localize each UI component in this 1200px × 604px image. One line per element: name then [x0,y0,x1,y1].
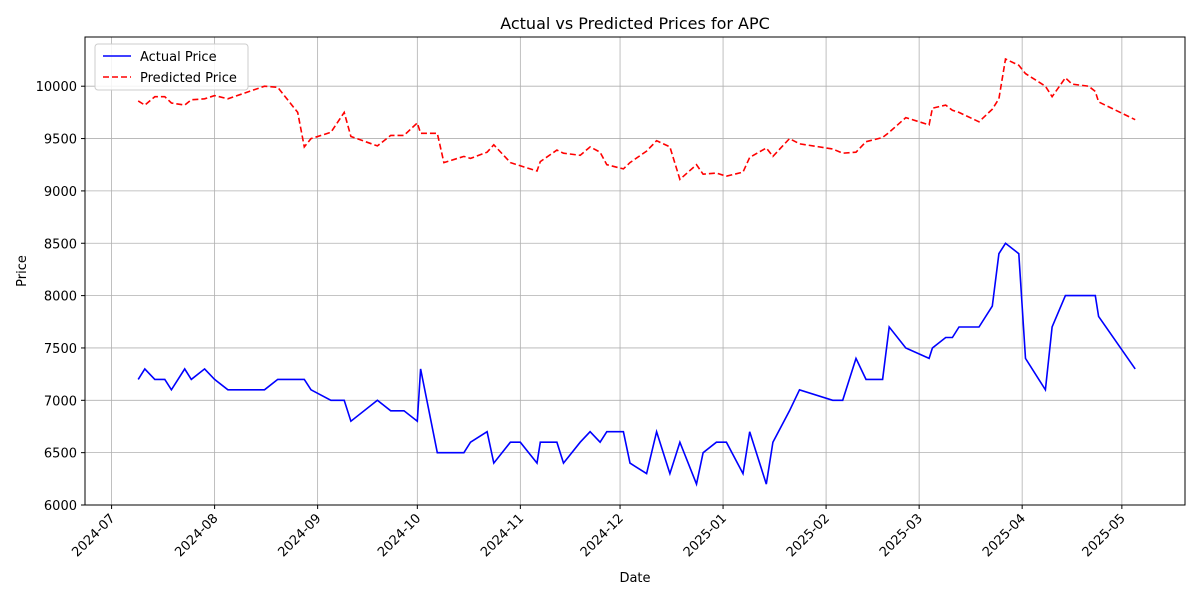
y-tick-label: 9000 [44,185,77,200]
y-tick-label: 9500 [44,133,77,148]
legend-label: Predicted Price [140,71,237,86]
y-tick-label: 7000 [44,394,77,409]
x-tick-label: 2024-07 [69,511,118,560]
x-tick-label: 2024-10 [375,511,424,560]
legend-label: Actual Price [140,50,217,65]
x-tick-label: 2025-02 [784,511,833,560]
y-tick-label: 7500 [44,342,77,357]
series-line [137,242,1136,487]
y-tick-label: 8500 [44,237,77,252]
chart-title: Actual vs Predicted Prices for APC [500,14,770,33]
y-tick-label: 8000 [44,290,77,305]
x-tick-label: 2025-01 [681,511,730,560]
y-tick-label: 6000 [44,499,77,514]
y-tick-label: 6500 [44,447,77,462]
x-tick-label: 2024-08 [172,511,221,560]
x-axis-label: Date [619,571,650,586]
x-tick-label: 2025-04 [980,511,1029,560]
x-tick-label: 2024-11 [478,511,527,560]
x-tick-label: 2024-09 [275,511,324,560]
x-tick-label: 2025-03 [877,511,926,560]
y-tick-label: 10000 [36,80,77,95]
plot-frame [84,36,1186,506]
legend-box [94,43,249,91]
x-tick-label: 2024-12 [578,511,627,560]
x-tick-label: 2025-05 [1080,511,1129,560]
series-line [137,57,1136,181]
y-axis-label: Price [15,255,30,287]
legend: Actual Price Predicted Price [94,43,249,91]
